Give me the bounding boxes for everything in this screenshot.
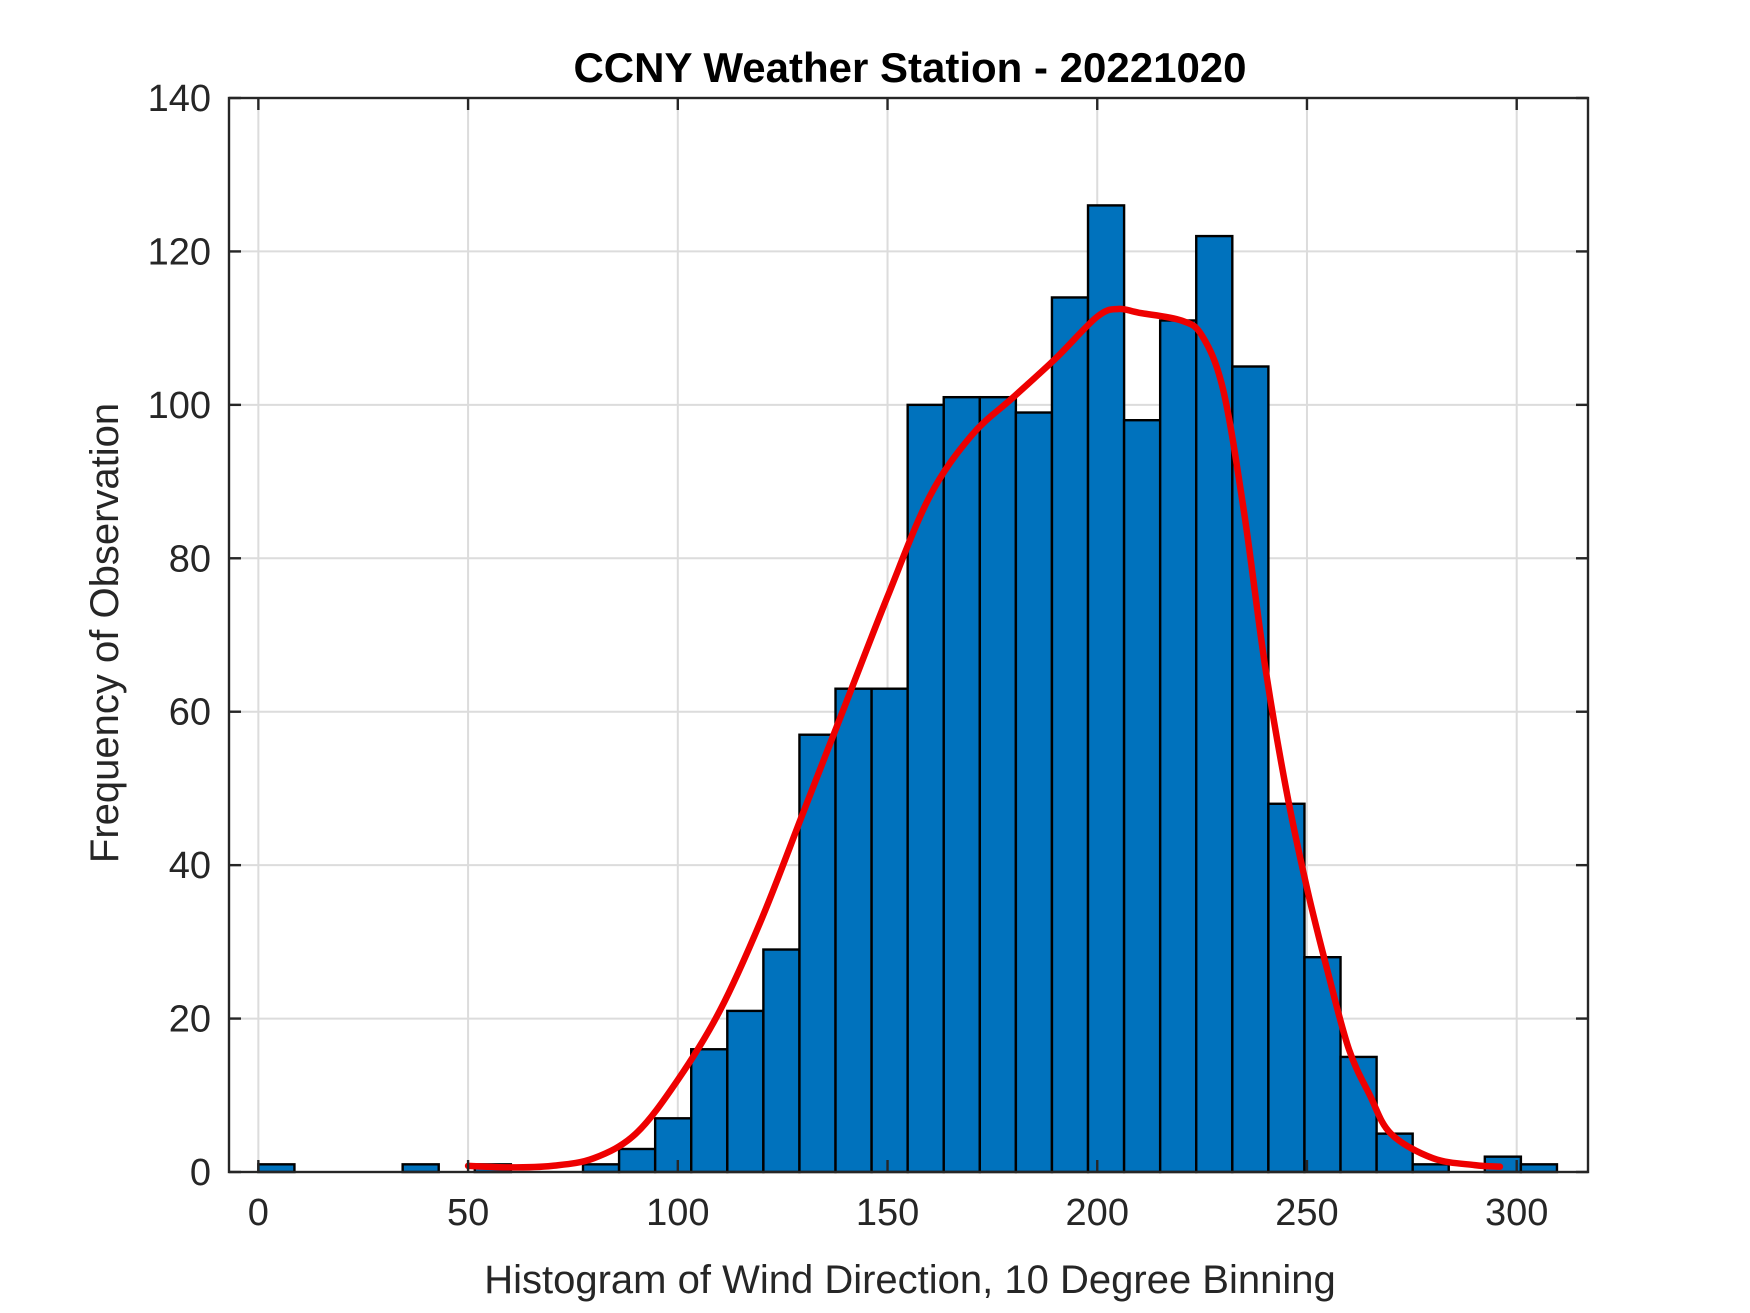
histogram-bar [1050, 296, 1090, 1174]
y-axis-label: Frequency of Observation [83, 403, 127, 863]
y-tick-label: 60 [169, 692, 211, 734]
y-tick-label: 80 [169, 538, 211, 580]
histogram-bar [1122, 419, 1162, 1174]
y-tick-label: 140 [148, 78, 211, 120]
histogram-bar [617, 1147, 657, 1174]
histogram-bar [1195, 234, 1234, 1174]
fit-curve-line [464, 305, 1504, 1171]
histogram-bar [762, 948, 801, 1174]
histogram-bar [1086, 204, 1126, 1174]
histogram-bar [870, 687, 909, 1174]
x-tick-label: 50 [447, 1192, 489, 1234]
x-tick-label: 200 [1066, 1192, 1129, 1234]
histogram-bar [834, 687, 873, 1174]
chart-title: CCNY Weather Station - 20221020 [573, 44, 1246, 91]
histogram-bars [257, 204, 1559, 1174]
histogram-bar [906, 403, 945, 1174]
x-axis-label: Histogram of Wind Direction, 10 Degree B… [484, 1258, 1336, 1302]
histogram-bar [942, 395, 982, 1174]
axes-box [227, 96, 1590, 1174]
histogram-bar [978, 395, 1018, 1174]
histogram-bar [1267, 802, 1306, 1174]
x-tick-label: 100 [646, 1192, 709, 1234]
histogram-bar [653, 1117, 693, 1174]
histogram-bar [1014, 411, 1054, 1174]
x-tick-label: 250 [1275, 1192, 1338, 1234]
y-tick-label: 20 [169, 999, 211, 1041]
histogram-bar [690, 1048, 729, 1174]
axis-ticks: 0 50 100 150 200 250 300 0 20 40 60 80 100 120 140 [148, 78, 1588, 1234]
x-tick-label: 300 [1485, 1192, 1548, 1234]
histogram-bar [726, 1009, 765, 1174]
y-tick-label: 120 [148, 231, 211, 273]
y-tick-label: 100 [148, 385, 211, 427]
histogram-bar [1158, 319, 1198, 1174]
y-tick-label: 40 [169, 845, 211, 887]
y-tick-label: 0 [190, 1152, 211, 1194]
x-tick-label: 150 [856, 1192, 919, 1234]
x-tick-label: 0 [248, 1192, 269, 1234]
fit-curve-layer [464, 305, 1504, 1171]
